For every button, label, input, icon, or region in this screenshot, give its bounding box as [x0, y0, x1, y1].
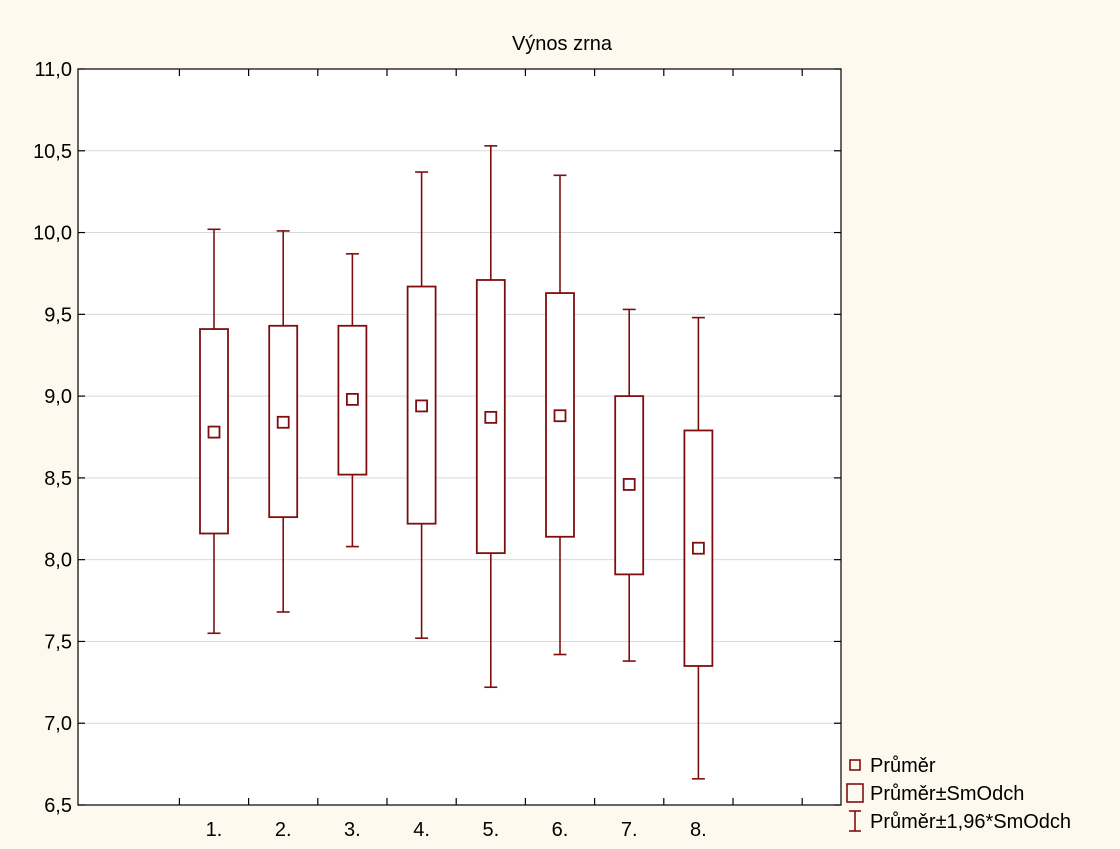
y-tick-label: 9,0 [44, 386, 72, 408]
box-group-8 [683, 316, 714, 780]
mean-marker [345, 392, 359, 406]
box-group-7 [614, 308, 645, 662]
y-tick-label: 10,0 [33, 223, 72, 245]
legend: Průměr Průměr±SmOdch Průměr±1,96*SmOdch [846, 755, 1071, 833]
mean-marker [622, 478, 636, 491]
x-tick-label: 4. [413, 819, 430, 841]
plot-area [78, 69, 841, 805]
y-tick-label: 8,0 [44, 550, 72, 572]
y-tick-label: 9,5 [44, 304, 72, 326]
legend-mean-icon [849, 759, 861, 771]
x-tick-label: 6. [552, 819, 569, 841]
x-tick-label: 3. [344, 819, 361, 841]
box-group-2 [268, 230, 299, 613]
plot-frame [77, 68, 842, 806]
box-group-4 [406, 171, 437, 639]
legend-label: Průměr±1,96*SmOdch [870, 811, 1071, 833]
x-tick-label: 7. [621, 819, 638, 841]
box-group-5 [475, 145, 506, 689]
x-tick-label: 2. [275, 819, 292, 841]
y-tick-label: 10,5 [33, 141, 72, 163]
mean-marker [415, 399, 429, 413]
x-tick-label: 8. [690, 819, 707, 841]
mean-marker [484, 410, 498, 424]
y-tick-label: 7,5 [44, 631, 72, 653]
x-tick-label: 5. [482, 819, 499, 841]
box-group-3 [337, 253, 368, 548]
box-group-6 [545, 174, 575, 656]
mean-marker [692, 541, 705, 555]
y-tick-label: 11,0 [35, 59, 72, 81]
y-tick-label: 7,0 [44, 713, 72, 735]
box-group-1 [199, 228, 229, 635]
chart-title: Výnos zrna [512, 33, 613, 55]
legend-box-icon [846, 783, 864, 803]
y-tick-label: 8,5 [44, 468, 72, 490]
mean-marker [276, 415, 290, 429]
legend-label: Průměr [870, 755, 936, 777]
mean-marker [553, 409, 567, 423]
data-series-layer [199, 145, 714, 780]
y-tick-label: 6,5 [44, 795, 72, 817]
x-tick-label: 1. [206, 819, 223, 841]
axes: 6,5 7,0 7,5 8,0 8,5 9,0 9,5 10,0 10,5 11,0 1. 2. 3. 4… [33, 59, 841, 841]
mean-marker [207, 425, 221, 439]
legend-label: Průměr±SmOdch [870, 783, 1024, 805]
